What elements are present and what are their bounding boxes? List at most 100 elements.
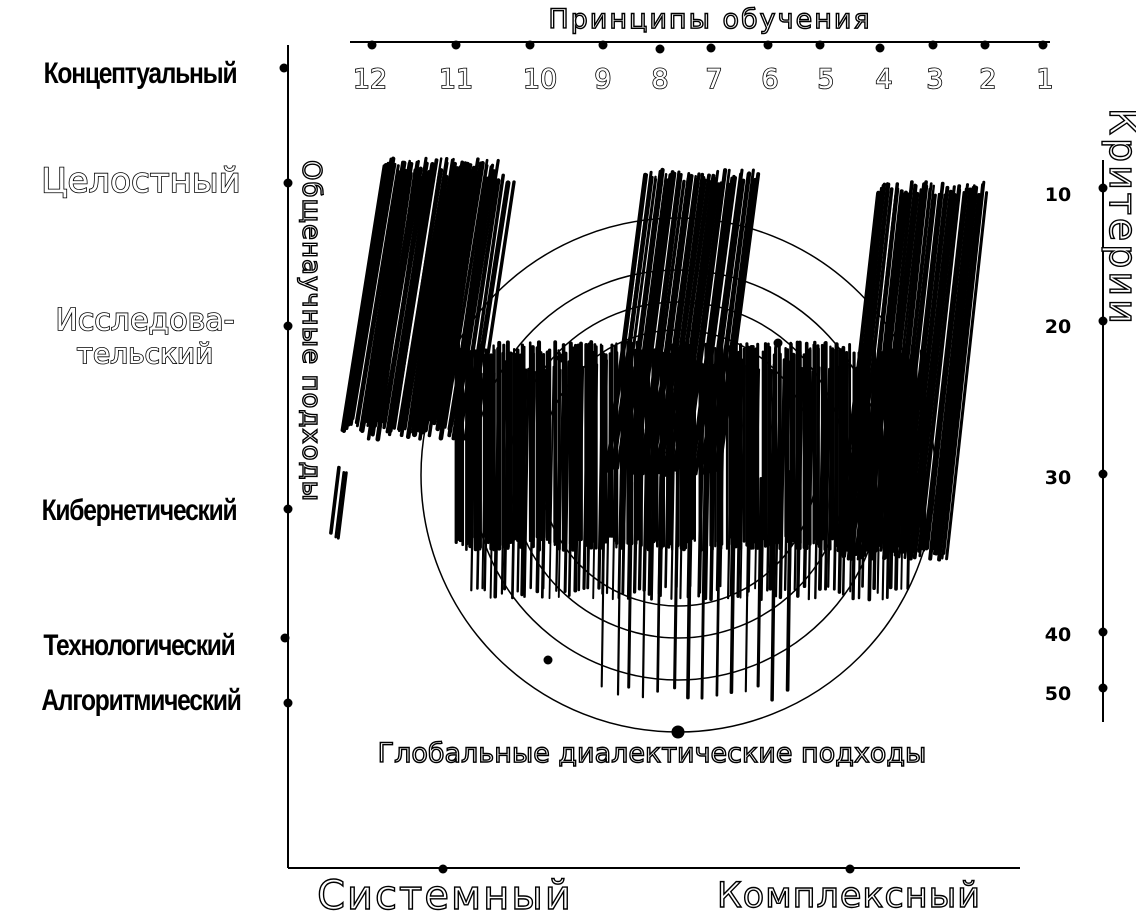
bottom-label-systemic: Системный (317, 873, 573, 914)
hatch-stroke (926, 183, 969, 550)
hatch-stroke (637, 369, 646, 591)
hatch-stroke (354, 164, 400, 425)
hatch-stroke (698, 364, 706, 594)
hatch-stroke (744, 478, 750, 693)
left-axis-title: Общенаучные подходы (296, 160, 326, 502)
hatch-stroke (851, 366, 859, 601)
hatch-stroke (535, 370, 544, 594)
axis-dot (815, 40, 825, 50)
hatch-stroke (481, 367, 488, 590)
axis-dot (928, 40, 938, 50)
hatch-stroke (438, 175, 482, 441)
hatch-stroke (555, 368, 562, 592)
circle-bottom-dot (671, 725, 685, 739)
hatch-stroke (329, 465, 341, 535)
principle-number: 4 (875, 64, 892, 95)
criterion-number: 10 (1045, 184, 1071, 206)
hatch-stroke (814, 366, 821, 600)
hatch-stroke (785, 469, 793, 692)
top-axis-dots (367, 40, 1048, 54)
hatch-stroke (387, 171, 430, 437)
hatch-stroke (503, 362, 511, 591)
hatch-stroke (770, 468, 777, 702)
hatch-stroke (632, 363, 641, 594)
axis-dot (283, 321, 293, 331)
hatch-stroke (754, 368, 761, 590)
hatch-stroke (659, 365, 666, 597)
hatch-stroke (876, 371, 883, 594)
hatch-stroke (906, 360, 914, 590)
hatch-stroke (686, 469, 693, 700)
hatch-stroke (867, 371, 876, 602)
left-axis-dots (279, 63, 293, 708)
hatch-stroke (600, 482, 606, 688)
hatch-stroke (470, 359, 477, 592)
hatch-stroke (563, 360, 571, 593)
hatch-stroke (942, 180, 986, 555)
hatch-stroke (894, 358, 902, 591)
hatch-stroke (849, 370, 856, 593)
approach-label: Кибернетический (42, 493, 237, 527)
hatch-stroke (362, 168, 408, 427)
hatch-stroke (650, 371, 657, 601)
hatch-stroke (774, 369, 782, 598)
hatch-stroke (542, 361, 549, 590)
hatch-stroke (405, 174, 449, 440)
axis-dot (598, 40, 608, 50)
hatch-stroke (768, 363, 777, 591)
hatch-stroke (349, 156, 396, 422)
approach-label: Концептуальный (44, 56, 237, 90)
axis-dot (845, 864, 855, 874)
hatch-stroke (679, 358, 686, 600)
hatch-stroke (818, 365, 826, 591)
approach-label: Технологический (43, 628, 234, 662)
bottom-title: Глобальные диалектические подходы (378, 738, 927, 769)
hatch-stroke (529, 370, 536, 590)
axis-dot (763, 40, 773, 50)
bottom-label-complex: Комплексный (717, 876, 981, 914)
hatch-stroke (411, 180, 456, 438)
axis-dot (1098, 627, 1108, 637)
hatch-stroke (627, 481, 634, 689)
hatch-stroke (540, 368, 548, 599)
approach-label: Исследова- (55, 303, 234, 338)
hatch-stroke (783, 360, 791, 591)
hatch-stroke (933, 185, 979, 556)
axis-dot (1098, 469, 1108, 479)
axis-dot (280, 633, 290, 643)
hatch-stroke (641, 479, 648, 699)
criterion-number: 30 (1045, 467, 1071, 489)
hatch-stroke (355, 170, 401, 428)
axis-dot (283, 504, 293, 514)
hatch-stroke (435, 176, 479, 432)
criterion-number: 40 (1045, 624, 1071, 646)
hatch-stroke (670, 365, 677, 600)
hatch-stroke (476, 372, 483, 590)
hatch-stroke (611, 369, 618, 601)
principle-number: 2 (979, 64, 996, 95)
hatch-stroke (370, 171, 413, 437)
hatch-stroke (382, 175, 424, 430)
hatch-stroke (444, 164, 489, 429)
axis-dot (525, 40, 535, 50)
hatch-stroke (399, 172, 442, 438)
axis-dot (1098, 683, 1108, 693)
axis-dot (283, 178, 293, 188)
hatch-stroke (739, 364, 746, 599)
hatch-stroke (483, 363, 490, 592)
hatch-stroke (567, 363, 575, 597)
right-axis-title: Критерии (1101, 108, 1136, 327)
hatch-stroke (520, 368, 528, 597)
hatch-scribbles (329, 156, 989, 702)
hatch-stroke (700, 469, 707, 700)
hatch-stroke (900, 371, 907, 590)
hatch-stroke (616, 473, 623, 696)
hatch-stroke (664, 369, 671, 589)
hatch-stroke (673, 481, 680, 690)
hatch-stroke (597, 361, 605, 590)
hatch-stroke (573, 359, 582, 593)
principle-number: 7 (705, 64, 722, 95)
hatch-stroke (756, 476, 763, 688)
